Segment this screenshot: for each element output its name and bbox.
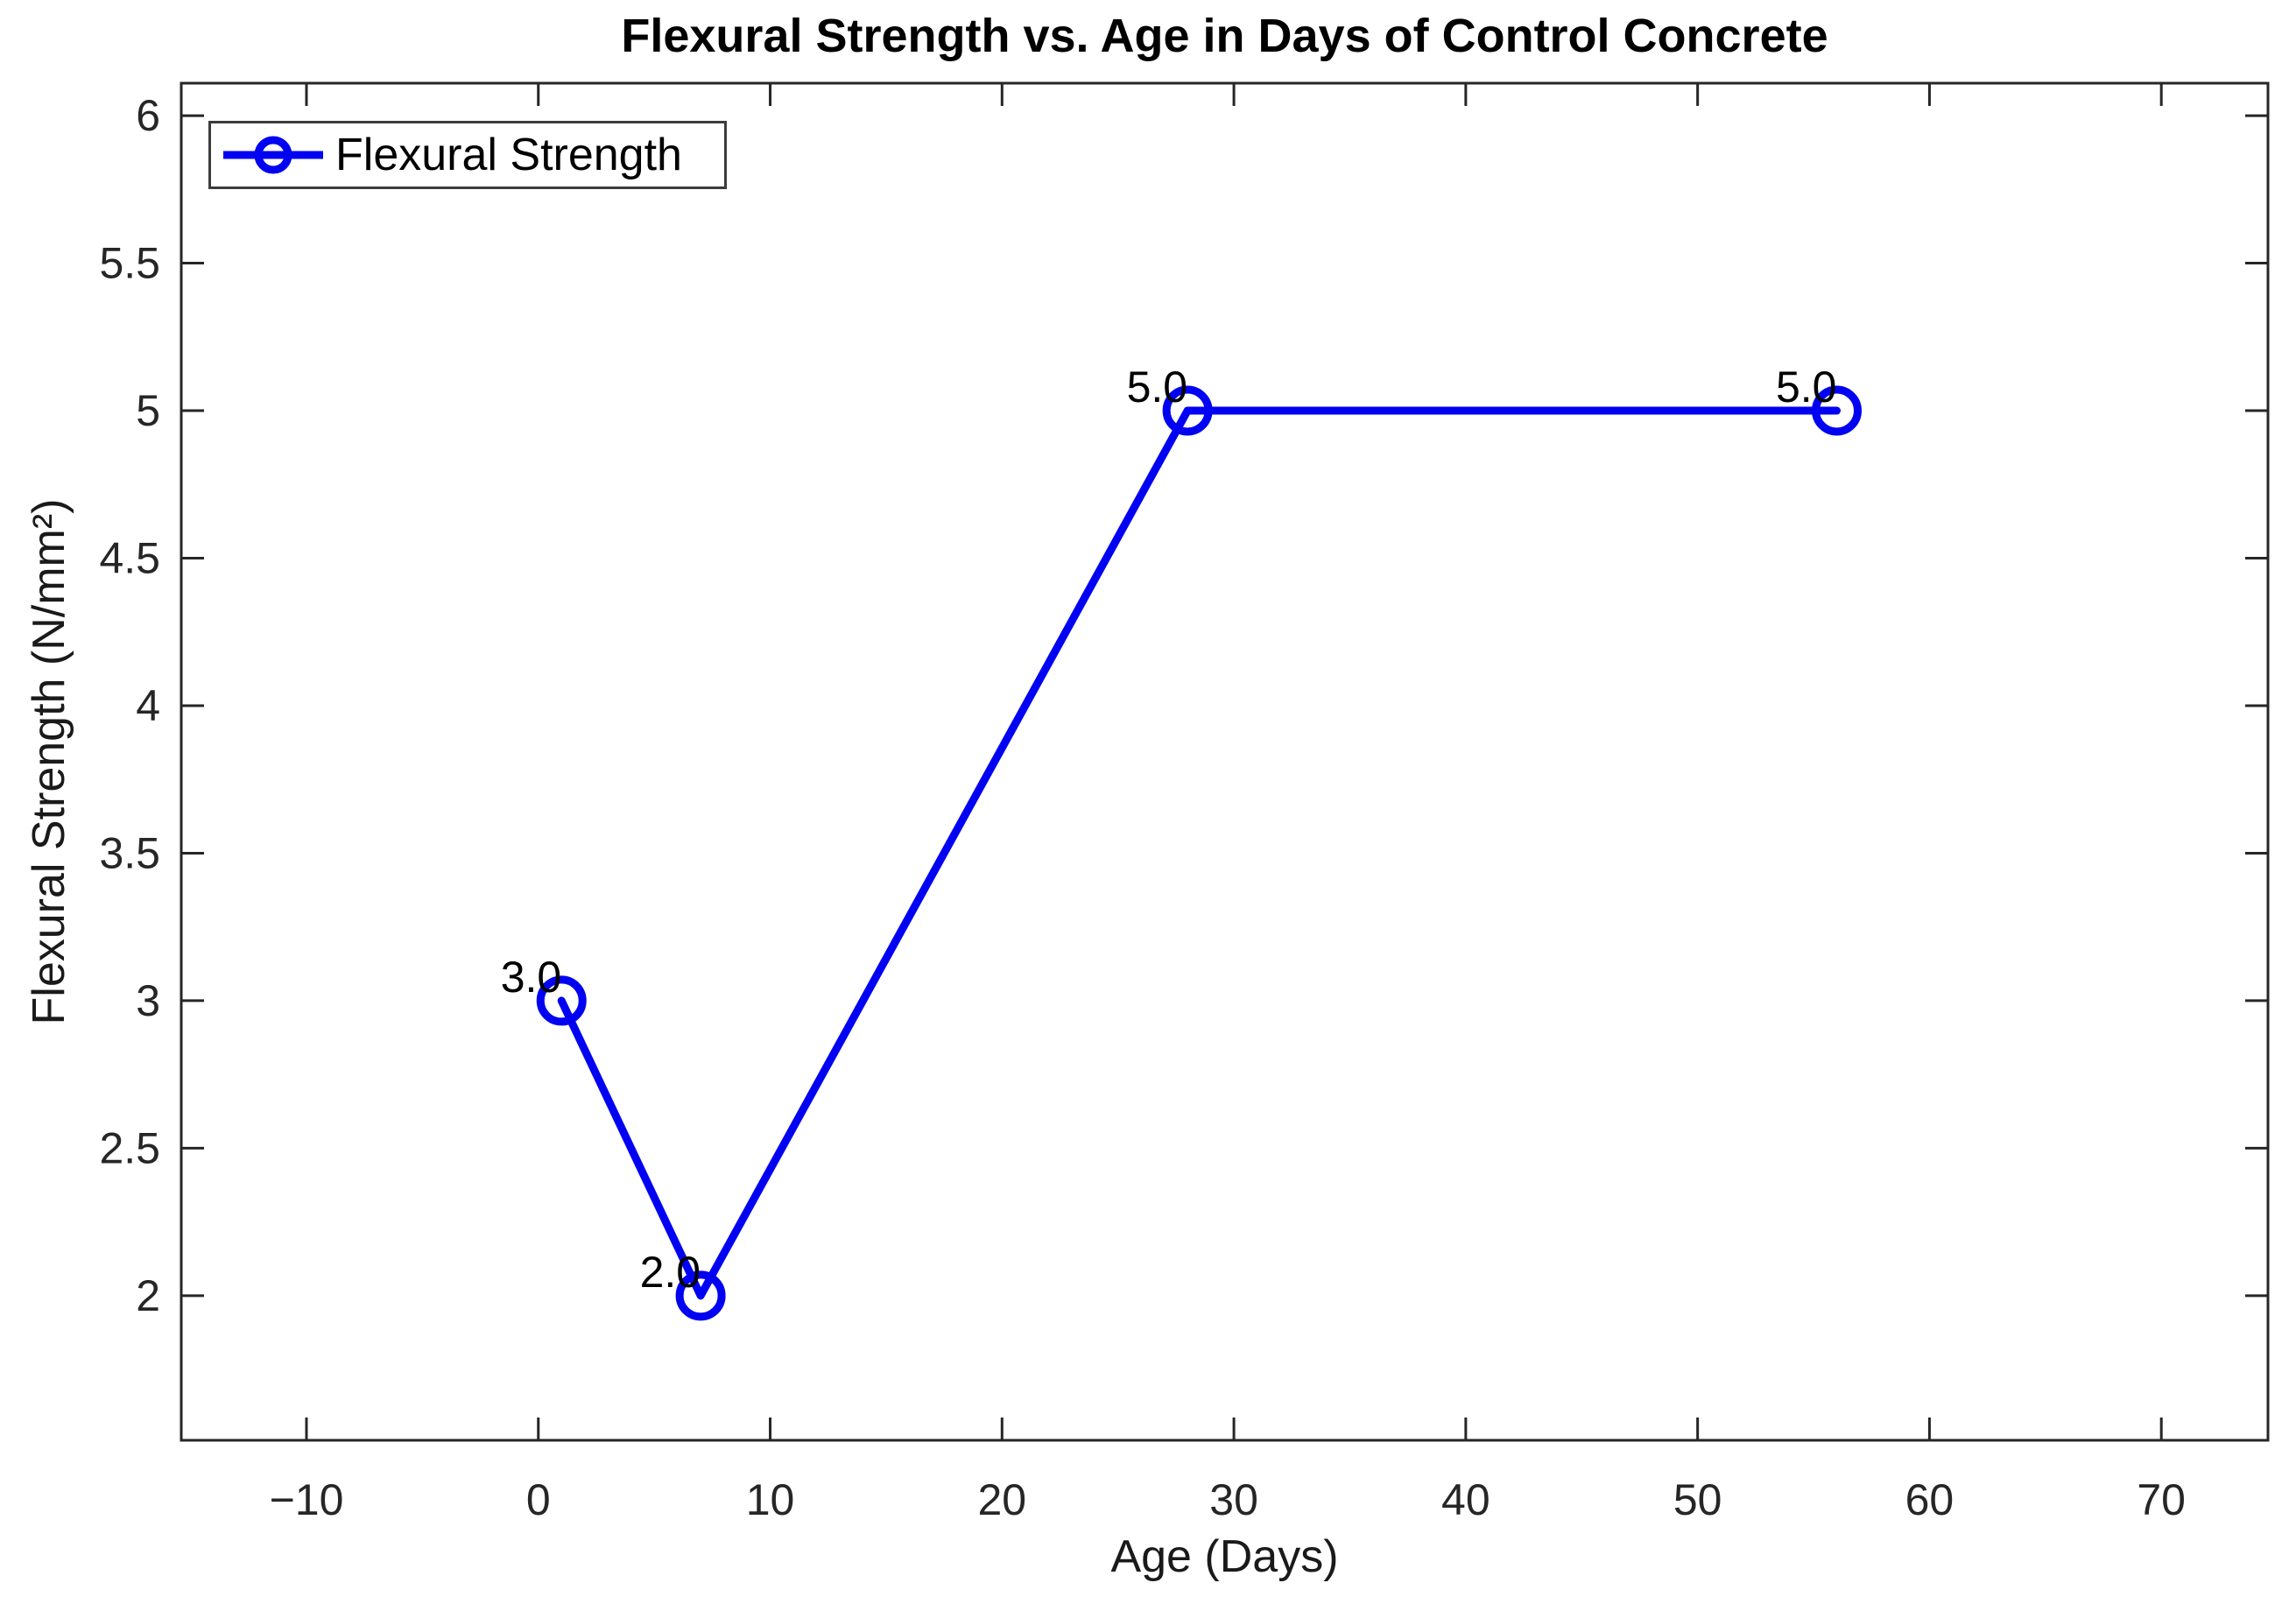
y-tick-label: 2.5 bbox=[99, 1123, 160, 1172]
chart-title: Flexural Strength vs. Age in Days of Con… bbox=[621, 10, 1828, 62]
x-tick-label: 70 bbox=[2137, 1475, 2186, 1524]
y-axis-label: Flexural Strength (N/mm²) bbox=[24, 498, 74, 1025]
x-tick-label: 40 bbox=[1441, 1475, 1490, 1524]
y-tick-label: 4 bbox=[136, 681, 160, 730]
legend-line-sample bbox=[223, 136, 323, 174]
data-point-marker bbox=[1162, 385, 1213, 436]
data-point-marker bbox=[536, 975, 587, 1026]
data-point-marker bbox=[675, 1270, 726, 1321]
y-tick-label: 2 bbox=[136, 1271, 160, 1320]
y-tick-label: 3 bbox=[136, 976, 160, 1025]
y-tick-label: 5.5 bbox=[99, 239, 160, 288]
data-line bbox=[557, 406, 1842, 1300]
legend-sample-marker-icon bbox=[254, 136, 292, 174]
x-tick-label: 50 bbox=[1673, 1475, 1722, 1524]
y-tick-label: 3.5 bbox=[99, 828, 160, 877]
data-point-label: 5.0 bbox=[1776, 362, 1837, 412]
data-point-label: 5.0 bbox=[1127, 362, 1188, 412]
data-point-marker bbox=[1812, 385, 1863, 436]
x-tick-label: 20 bbox=[978, 1475, 1027, 1524]
plot-border bbox=[180, 81, 2270, 1442]
x-axis-label: Age (Days) bbox=[1110, 1531, 1339, 1582]
y-tick-label: 4.5 bbox=[99, 534, 160, 583]
x-tick-label: 0 bbox=[526, 1475, 551, 1524]
legend: Flexural Strength bbox=[208, 121, 727, 189]
y-tick-label: 5 bbox=[136, 386, 160, 435]
x-tick-label: 60 bbox=[1905, 1475, 1954, 1524]
data-point-label: 2.0 bbox=[640, 1248, 701, 1297]
x-tick-label: 30 bbox=[1209, 1475, 1258, 1524]
data-point-label: 3.0 bbox=[501, 953, 562, 1002]
x-tick-label: 10 bbox=[746, 1475, 795, 1524]
x-tick-label: −10 bbox=[270, 1475, 344, 1524]
y-tick-label: 6 bbox=[136, 91, 160, 140]
legend-label: Flexural Strength bbox=[335, 130, 682, 180]
